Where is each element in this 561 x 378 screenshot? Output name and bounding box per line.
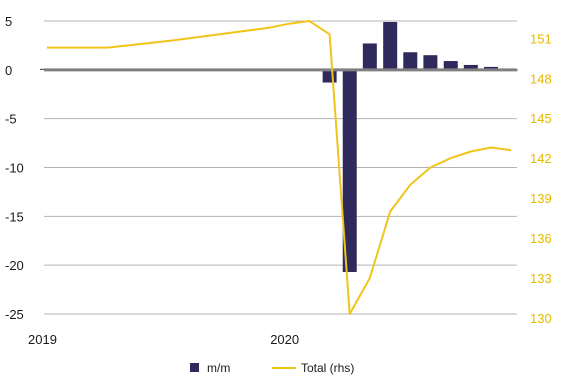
right-tick-label: 139 <box>530 191 552 206</box>
bar <box>362 43 377 70</box>
right-tick-label: 142 <box>530 151 552 166</box>
bar <box>342 69 357 273</box>
bar-series <box>40 21 519 273</box>
x-tick-label: 2020 <box>270 332 299 347</box>
right-tick-label: 133 <box>530 271 552 286</box>
left-tick-label: -5 <box>5 112 17 127</box>
bar <box>463 64 478 70</box>
x-tick-label: 2019 <box>28 332 57 347</box>
right-tick-label: 136 <box>530 231 552 246</box>
total-line <box>47 20 512 315</box>
bar <box>423 55 438 70</box>
line-series <box>47 20 512 315</box>
legend-label-line: Total (rhs) <box>301 361 354 375</box>
bar <box>383 21 398 70</box>
bar <box>443 61 458 70</box>
left-tick-label: 5 <box>5 14 12 29</box>
legend-label-bar: m/m <box>207 361 230 375</box>
right-tick-label: 148 <box>530 71 552 86</box>
left-tick-label: -25 <box>5 307 24 322</box>
legend-swatch-bar <box>190 363 199 372</box>
right-tick-label: 130 <box>530 311 552 326</box>
legend: m/m Total (rhs) <box>190 361 354 375</box>
x-axis-ticks: 2019 2020 <box>28 332 299 347</box>
bar <box>403 52 418 70</box>
left-tick-label: -10 <box>5 161 24 176</box>
gridlines <box>44 20 517 315</box>
left-axis-ticks: 5 0 -5 -10 -15 -20 -25 <box>5 14 24 322</box>
right-axis-ticks: 151 148 145 142 139 136 133 130 <box>530 31 552 326</box>
bar <box>322 69 337 83</box>
left-tick-label: -20 <box>5 258 24 273</box>
right-tick-label: 145 <box>530 111 552 126</box>
right-tick-label: 151 <box>530 31 552 46</box>
left-tick-label: 0 <box>5 63 12 78</box>
left-tick-label: -15 <box>5 209 24 224</box>
